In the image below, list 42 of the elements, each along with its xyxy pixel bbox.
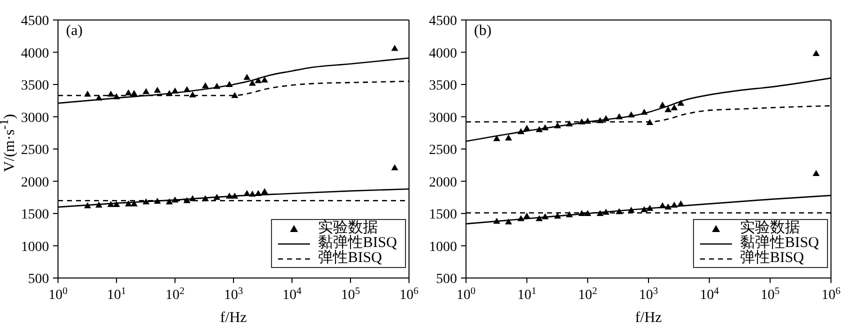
y-tick-label: 500 <box>28 272 49 287</box>
y-tick-label: 4500 <box>21 14 49 29</box>
y-tick-label: 500 <box>436 272 457 287</box>
y-tick-label: 2500 <box>21 143 49 158</box>
x-tick-label: 10$^{3}$ <box>224 286 243 303</box>
y-tick-label: 3500 <box>21 78 49 94</box>
y-tick-label: 3500 <box>429 78 457 94</box>
x-tick-label: 10$^{6}$ <box>400 286 418 303</box>
legend-label: 弹性BISQ <box>318 250 382 266</box>
legend-label: 弹性BISQ <box>740 250 804 266</box>
annotation: (b) <box>474 23 492 39</box>
y-tick-label: 2000 <box>429 175 457 190</box>
x-axis-title: f/Hz <box>635 310 662 326</box>
y-tick-label: 3000 <box>21 110 49 126</box>
x-axis-title: f/Hz <box>220 310 248 326</box>
y-tick-label: 2000 <box>21 175 49 190</box>
legend-label: 黏弹性BISQ <box>740 235 819 251</box>
y-tick-label: 3000 <box>429 110 457 126</box>
y-tick-label: 1000 <box>21 240 49 255</box>
x-tick-label: 10$^{5}$ <box>760 286 780 303</box>
x-tick-label: 10$^{6}$ <box>822 286 840 303</box>
y-tick-label: 4000 <box>429 46 457 62</box>
x-tick-label: 10$^{1}$ <box>107 286 126 303</box>
x-tick-label: 10$^{2}$ <box>166 286 184 303</box>
x-tick-label: 10$^{4}$ <box>282 286 302 303</box>
x-tick-label: 10$^{0}$ <box>456 286 476 303</box>
y-tick-label: 1000 <box>429 240 457 255</box>
y-tick-label: 2500 <box>429 143 457 158</box>
x-tick-label: 10$^{1}$ <box>517 286 536 303</box>
y-tick-label: 4500 <box>429 14 457 29</box>
x-tick-label: 10$^{2}$ <box>578 286 598 303</box>
x-tick-label: 10$^{4}$ <box>700 286 719 303</box>
y-tick-label: 1500 <box>21 208 49 222</box>
x-tick-label: 10$^{0}$ <box>48 286 68 303</box>
x-tick-label: 10$^{3}$ <box>639 286 658 303</box>
annotation: (a) <box>66 23 83 39</box>
legend-label: 实验数据 <box>318 220 378 236</box>
legend-label: 黏弹性BISQ <box>318 235 397 251</box>
legend-label: 实验数据 <box>740 220 800 236</box>
y-tick-label: 1500 <box>429 208 457 222</box>
x-tick-label: 10$^{5}$ <box>341 286 360 303</box>
y-tick-label: 4000 <box>21 46 49 62</box>
